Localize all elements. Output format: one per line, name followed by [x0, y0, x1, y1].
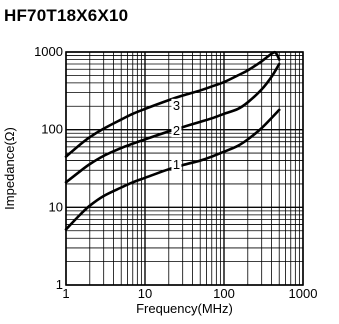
series-label-bg: [171, 98, 182, 112]
plot-frame: [65, 51, 304, 286]
series-labels: 1 2 3: [171, 98, 182, 172]
tick-labels: 1 10 100 1000 1 10 100 1000: [34, 44, 317, 301]
series-3-line: [64, 50, 281, 158]
series-1-label: 1: [173, 157, 180, 172]
x-tick-label: 10: [138, 286, 152, 301]
series-2-line: [64, 62, 281, 184]
grid-lines: [65, 51, 304, 286]
x-tick-label: 100: [213, 286, 235, 301]
x-tick-label: 1: [62, 286, 69, 301]
y-axis-label: Impedance(Ω): [2, 127, 17, 210]
y-tick-label: 100: [41, 122, 63, 137]
series-2-label: 2: [173, 123, 180, 138]
series-label-bg: [171, 158, 182, 172]
chart-title: HF70T18X6X10: [4, 6, 129, 25]
series-label-bg: [171, 124, 182, 138]
x-axis-label: Frequency(MHz): [136, 301, 233, 316]
series-lines: [64, 50, 281, 231]
y-tick-label: 10: [49, 199, 63, 214]
series-3-label: 3: [173, 98, 180, 113]
y-tick-label: 1000: [34, 44, 63, 59]
y-tick-label: 1: [56, 277, 63, 292]
x-tick-label: 1000: [289, 286, 318, 301]
